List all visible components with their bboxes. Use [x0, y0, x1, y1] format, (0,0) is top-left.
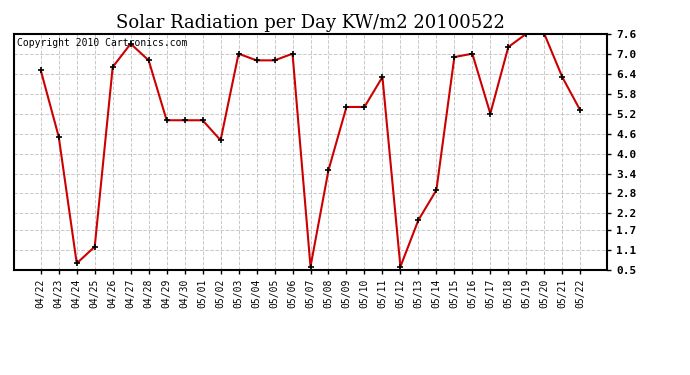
Text: Copyright 2010 Cartronics.com: Copyright 2010 Cartronics.com — [17, 39, 187, 48]
Title: Solar Radiation per Day KW/m2 20100522: Solar Radiation per Day KW/m2 20100522 — [116, 14, 505, 32]
